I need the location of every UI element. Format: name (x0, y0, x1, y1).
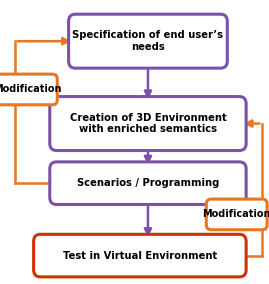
FancyBboxPatch shape (50, 162, 246, 204)
FancyBboxPatch shape (206, 199, 267, 230)
Text: Modification: Modification (203, 209, 269, 220)
Text: Test in Virtual Environment: Test in Virtual Environment (63, 250, 217, 261)
Text: Modification: Modification (0, 84, 61, 95)
Text: Creation of 3D Environment
with enriched semantics: Creation of 3D Environment with enriched… (70, 113, 226, 134)
FancyBboxPatch shape (50, 97, 246, 151)
FancyBboxPatch shape (0, 74, 57, 105)
FancyBboxPatch shape (34, 234, 246, 277)
Text: Specification of end user’s
needs: Specification of end user’s needs (72, 30, 224, 52)
FancyBboxPatch shape (69, 14, 227, 68)
Text: Scenarios / Programming: Scenarios / Programming (77, 178, 219, 188)
